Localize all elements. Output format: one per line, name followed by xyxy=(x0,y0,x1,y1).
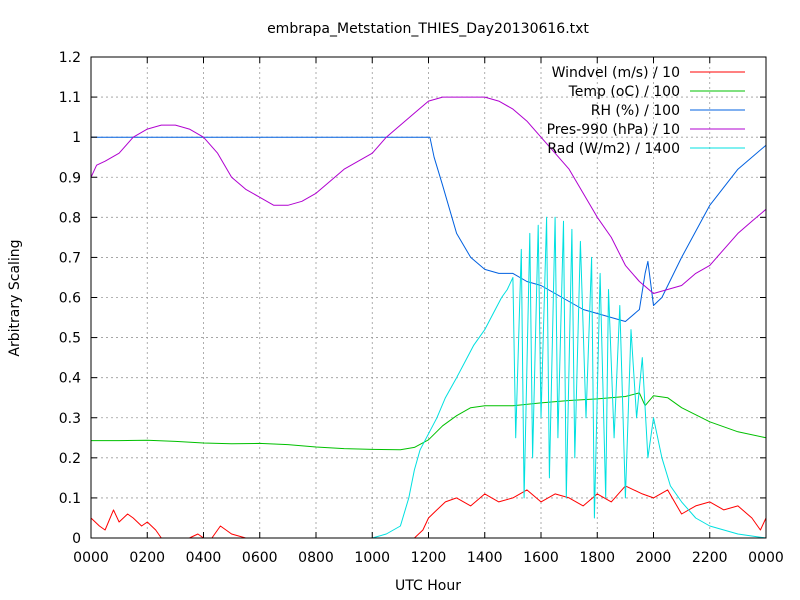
y-tick-label: 1 xyxy=(72,130,81,146)
y-tick-label: 0.7 xyxy=(59,250,81,266)
x-tick-label: 1000 xyxy=(354,550,390,566)
legend-label: Pres-990 (hPa) / 10 xyxy=(547,122,680,138)
legend-label: Windvel (m/s) / 10 xyxy=(552,65,680,81)
y-tick-label: 1.1 xyxy=(59,90,81,106)
y-tick-label: 0.8 xyxy=(59,210,81,226)
x-tick-label: 0400 xyxy=(186,550,222,566)
x-tick-label: 1200 xyxy=(411,550,447,566)
y-axis-label: Arbitrary Scaling xyxy=(7,239,23,356)
series-layer xyxy=(90,96,767,539)
y-tick-label: 0 xyxy=(72,531,81,547)
x-tick-label: 1600 xyxy=(523,550,559,566)
series-line-1 xyxy=(91,392,767,451)
x-axis-ticks: 0000 0200 0400 0600 0800 1000 1200 1400 1600 1800… xyxy=(73,57,784,566)
x-tick-label: 2000 xyxy=(636,550,672,566)
legend-label: Temp (oC) / 100 xyxy=(568,84,680,100)
x-tick-label: 0200 xyxy=(129,550,165,566)
y-axis-ticks: 0 0.1 0.2 0.3 0.4 0.5 0.6 0.7 0.8 0.9 1 1.1 1.2 xyxy=(59,50,766,547)
legend-label: Rad (W/m2) / 1400 xyxy=(547,141,680,157)
y-tick-label: 0.5 xyxy=(59,331,81,347)
series-line-2 xyxy=(91,136,767,322)
x-tick-label: 2200 xyxy=(692,550,728,566)
series-line-4 xyxy=(91,216,767,539)
legend: Windvel (m/s) / 10 Temp (oC) / 100 RH (%) … xyxy=(547,65,745,157)
chart-title: embrapa_Metstation_THIES_Day20130616.txt xyxy=(267,21,589,37)
x-tick-label: 1400 xyxy=(467,550,503,566)
y-tick-label: 0.3 xyxy=(59,411,81,427)
x-tick-label: 1800 xyxy=(579,550,615,566)
y-tick-label: 0.4 xyxy=(59,371,81,387)
series-line-3 xyxy=(90,96,767,294)
legend-label: RH (%) / 100 xyxy=(591,103,680,119)
x-tick-label: 0800 xyxy=(298,550,334,566)
y-tick-label: 1.2 xyxy=(59,50,81,66)
y-tick-label: 0.1 xyxy=(59,491,81,507)
x-tick-label: 0000 xyxy=(73,550,109,566)
x-axis-label: UTC Hour xyxy=(395,578,461,594)
y-tick-label: 0.9 xyxy=(59,170,81,186)
x-tick-label: 0000 xyxy=(748,550,784,566)
y-tick-label: 0.2 xyxy=(59,451,81,467)
x-tick-label: 0600 xyxy=(242,550,278,566)
y-tick-label: 0.6 xyxy=(59,291,81,307)
series-line-0 xyxy=(90,485,767,539)
